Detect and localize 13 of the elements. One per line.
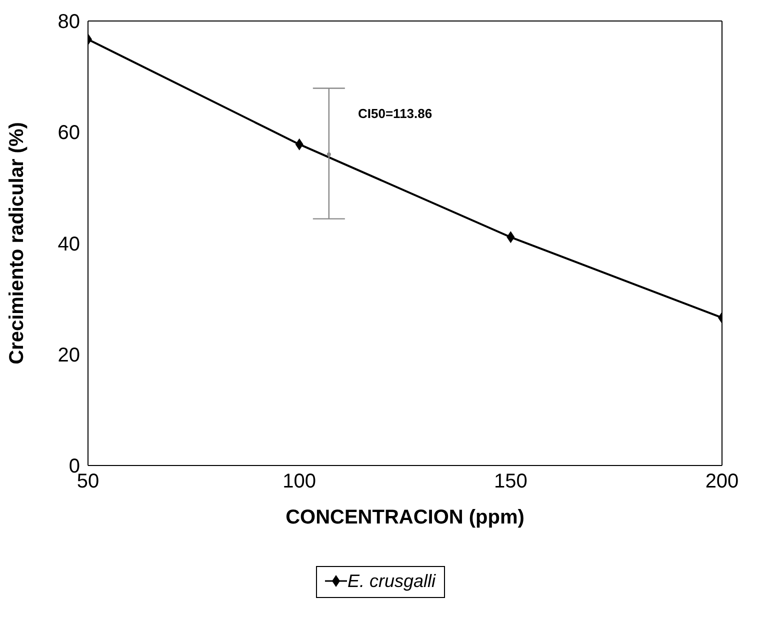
y-tick-label: 40: [58, 233, 80, 256]
x-tick-label: 200: [705, 470, 739, 493]
y-tick-label: 60: [58, 122, 80, 144]
point: [326, 152, 331, 156]
x-tick-label: 50: [76, 470, 100, 493]
y-tick-label: 80: [58, 11, 80, 34]
x-tick-label: 150: [494, 470, 528, 493]
legend-label: E. crusgalli: [346, 570, 436, 592]
x-tick-label: 100: [282, 470, 316, 493]
x-axis-title: CONCENTRACION (ppm): [286, 506, 524, 528]
annotation: CI50=113.86: [358, 106, 432, 121]
y-tick-label: 20: [58, 344, 80, 366]
y-axis-title: Crecimiento radicular (%): [6, 122, 28, 364]
